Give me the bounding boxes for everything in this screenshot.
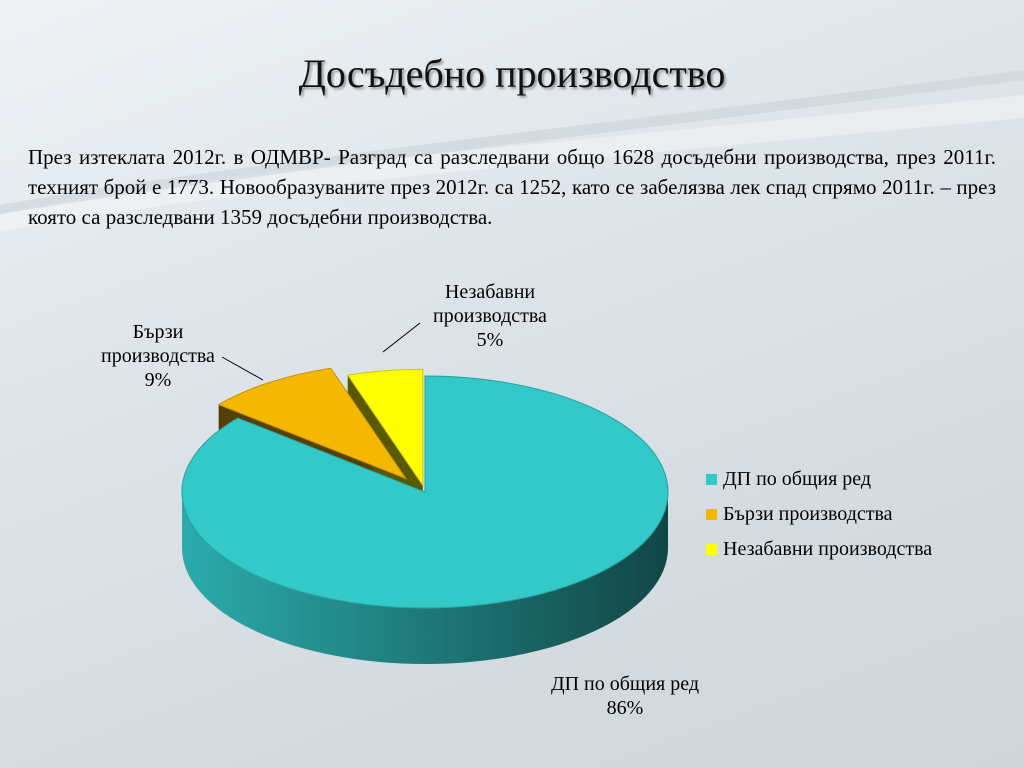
data-label-fast-line-0: Бързи	[133, 321, 184, 343]
legend-item-fast: Бързи производства	[706, 497, 932, 532]
slice-immediate	[346, 368, 424, 488]
legend-label-general: ДП по общия ред	[723, 468, 872, 490]
slice-outer-side-general	[182, 492, 668, 664]
data-label-immediate-line-0: Незабавни	[445, 281, 536, 303]
leader-line-fast	[221, 356, 264, 381]
chart-legend: ДП по общия ред Бързи производства Незаб…	[706, 462, 932, 567]
slide-paragraph: През изтеклата 2012г. в ОДМВР- Разград с…	[28, 145, 996, 229]
leader-line-immediate	[382, 322, 421, 353]
data-label-immediate-line-1: производства	[433, 305, 547, 327]
pie-tops: ДП по общия ред86%Бързипроизводства9%Нез…	[101, 281, 699, 719]
legend-swatch-immediate	[706, 544, 717, 555]
data-label-general-line-1: 86%	[607, 697, 644, 719]
data-label-fast-line-1: производства	[101, 345, 215, 367]
data-label-general-line-0: ДП по общия ред	[551, 673, 699, 695]
slice-fast	[217, 367, 408, 480]
slide-title: Досъдебно производство	[298, 51, 726, 96]
data-label-fast-line-2: 9%	[145, 369, 172, 391]
data-label-immediate-line-2: 5%	[477, 329, 504, 351]
legend-swatch-fast	[706, 509, 717, 520]
legend-item-general: ДП по общия ред	[706, 462, 932, 497]
legend-swatch-general	[706, 474, 717, 485]
legend-label-fast: Бързи производства	[723, 503, 893, 525]
legend-item-immediate: Незабавни производства	[706, 532, 932, 567]
legend-label-immediate: Незабавни производства	[723, 538, 933, 560]
slice-general	[181, 375, 669, 609]
